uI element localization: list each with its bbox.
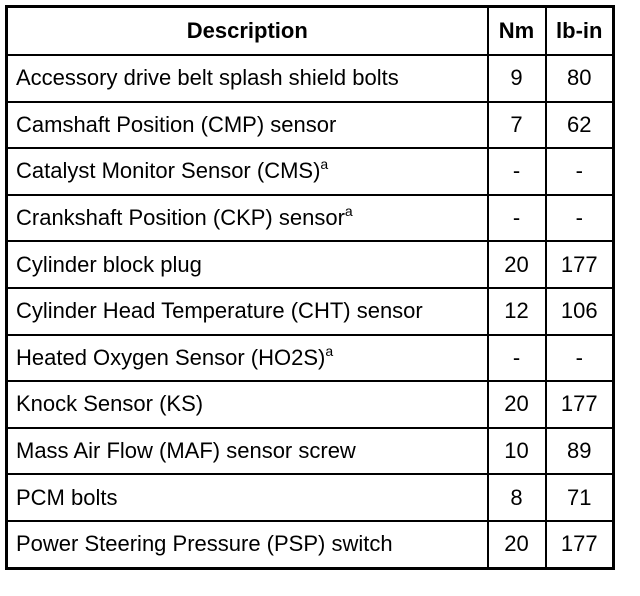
description: Accessory drive belt splash shield bolts <box>16 65 399 91</box>
row: Cylinder block plug 20 177 <box>5 240 615 289</box>
description-cell: PCM bolts <box>5 473 489 522</box>
nm-cell: 9 <box>486 54 547 103</box>
torque-table: Description Nm lb-in Accessory drive bel… <box>5 5 615 570</box>
nm-cell: 10 <box>486 426 547 476</box>
nm-cell: 12 <box>486 286 547 336</box>
lb-in-cell: 89 <box>544 426 615 476</box>
lb-in-cell: 80 <box>544 54 615 103</box>
nm-cell: - <box>486 193 547 243</box>
footnote-mark: a <box>320 156 329 173</box>
table-body: Accessory drive belt splash shield bolts… <box>5 54 615 570</box>
row: Catalyst Monitor Sensor (CMS)a - - <box>5 147 615 196</box>
description-cell: Camshaft Position (CMP) sensor <box>5 100 489 150</box>
description: Mass Air Flow (MAF) sensor screw <box>16 438 356 464</box>
row: Accessory drive belt splash shield bolts… <box>5 54 615 103</box>
row: Heated Oxygen Sensor (HO2S)a - - <box>5 333 615 383</box>
description: Catalyst Monitor Sensor (CMS) <box>16 158 321 184</box>
row: Cylinder Head Temperature (CHT) sensor 12… <box>5 286 615 336</box>
description-cell: Power Steering Pressure (PSP) switch <box>5 519 489 570</box>
nm-cell: - <box>486 147 547 196</box>
nm-cell: 20 <box>486 519 547 570</box>
description-cell: Knock Sensor (KS) <box>5 380 489 429</box>
footnote-mark: a <box>325 342 334 359</box>
nm-cell: 7 <box>486 100 547 150</box>
row: Camshaft Position (CMP) sensor 7 62 <box>5 100 615 150</box>
description: PCM bolts <box>16 484 118 510</box>
row: PCM bolts 8 71 <box>5 473 615 522</box>
description-cell: Cylinder block plug <box>5 240 489 289</box>
row: Power Steering Pressure (PSP) switch 20 17… <box>5 519 615 570</box>
description-cell: Cylinder Head Temperature (CHT) sensor <box>5 286 489 336</box>
nm-cell: - <box>486 333 547 383</box>
description-cell: Accessory drive belt splash shield bolts <box>5 54 489 103</box>
description: Cylinder block plug <box>16 251 202 277</box>
description-cell: Crankshaft Position (CKP) sensora <box>5 193 489 243</box>
lb-in-cell: 177 <box>544 519 615 570</box>
row: Knock Sensor (KS) 20 177 <box>5 380 615 429</box>
header-cell: Nm <box>486 5 547 56</box>
description-cell: Mass Air Flow (MAF) sensor screw <box>5 426 489 476</box>
description: Cylinder Head Temperature (CHT) sensor <box>16 298 423 324</box>
row: Mass Air Flow (MAF) sensor screw 10 89 <box>5 426 615 476</box>
nm-cell: 20 <box>486 240 547 289</box>
description: Crankshaft Position (CKP) sensor <box>16 205 345 231</box>
lb-in-cell: - <box>544 193 615 243</box>
header-row: Description Nm lb-in <box>5 5 615 56</box>
nm-cell: 8 <box>486 473 547 522</box>
nm-cell: 20 <box>486 380 547 429</box>
description-cell: Catalyst Monitor Sensor (CMS)a <box>5 147 489 196</box>
lb-in-cell: - <box>544 333 615 383</box>
row: Crankshaft Position (CKP) sensora - - <box>5 193 615 243</box>
description: Knock Sensor (KS) <box>16 391 204 417</box>
lb-in-cell: 106 <box>544 286 615 336</box>
header-cell: lb-in <box>544 5 615 56</box>
header-cell: Description <box>5 5 489 56</box>
lb-in-cell: 62 <box>544 100 615 150</box>
lb-in-cell: 71 <box>544 473 615 522</box>
description-cell: Heated Oxygen Sensor (HO2S)a <box>5 333 489 383</box>
lb-in-cell: - <box>544 147 615 196</box>
description: Heated Oxygen Sensor (HO2S) <box>16 344 326 370</box>
lb-in-cell: 177 <box>544 380 615 429</box>
footnote-mark: a <box>344 203 353 220</box>
description: Power Steering Pressure (PSP) switch <box>16 531 393 557</box>
description: Camshaft Position (CMP) sensor <box>16 111 337 137</box>
lb-in-cell: 177 <box>544 240 615 289</box>
